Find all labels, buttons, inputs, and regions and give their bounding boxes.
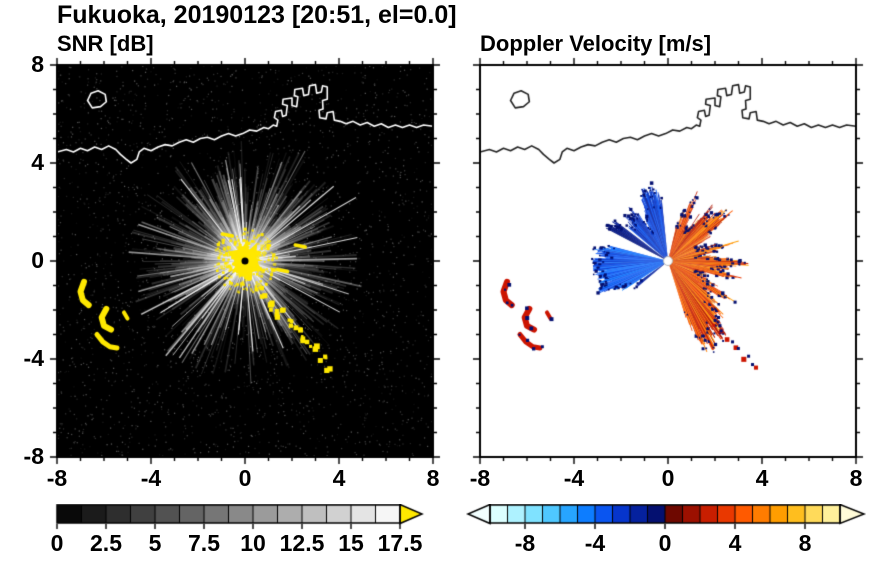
velocity-panel-title: Doppler Velocity [m/s] [480,31,712,56]
snr-x-tick-label: -8 [46,465,68,491]
snr-colorbar-tick-label: 15 [338,530,364,556]
velocity-x-tick-label: -8 [469,465,491,491]
snr-x-tick-label: 0 [238,465,252,491]
snr-colorbar-tick-label: 12.5 [279,530,325,556]
velocity-x-tick-label: 0 [661,465,675,491]
snr-x-tick-label: 4 [332,465,346,491]
snr-colorbar-tick-label: 2.5 [90,530,122,556]
velocity-plot [468,53,868,469]
velocity-x-tick-label: 4 [755,465,769,491]
snr-x-tick-label: 8 [426,465,440,491]
snr-x-tick-label: -4 [140,465,162,491]
velocity-colorbar-tick-label: -4 [584,530,606,556]
velocity-colorbar [466,504,866,530]
snr-colorbar-tick-label: 7.5 [188,530,220,556]
snr-colorbar [55,504,427,530]
velocity-colorbar-tick-label: -8 [514,530,536,556]
snr-plot [45,53,445,469]
velocity-colorbar-tick-label: 8 [798,530,812,556]
velocity-x-tick-label: 8 [849,465,863,491]
figure-title: Fukuoka, 20190123 [20:51, el=0.0] [57,1,457,29]
snr-y-tick-label: 0 [31,247,44,273]
velocity-x-tick-label: -4 [563,465,585,491]
snr-y-tick-label: -4 [23,345,44,371]
velocity-colorbar-tick-label: 4 [728,530,742,556]
snr-y-tick-label: -8 [23,443,44,469]
snr-colorbar-tick-label: 0 [50,530,64,556]
snr-colorbar-tick-label: 17.5 [377,530,423,556]
snr-colorbar-tick-label: 5 [148,530,162,556]
snr-y-tick-label: 4 [31,149,44,175]
snr-colorbar-tick-label: 10 [240,530,266,556]
snr-y-tick-label: 8 [31,51,44,77]
snr-panel-title: SNR [dB] [57,31,154,56]
velocity-colorbar-tick-label: 0 [658,530,672,556]
